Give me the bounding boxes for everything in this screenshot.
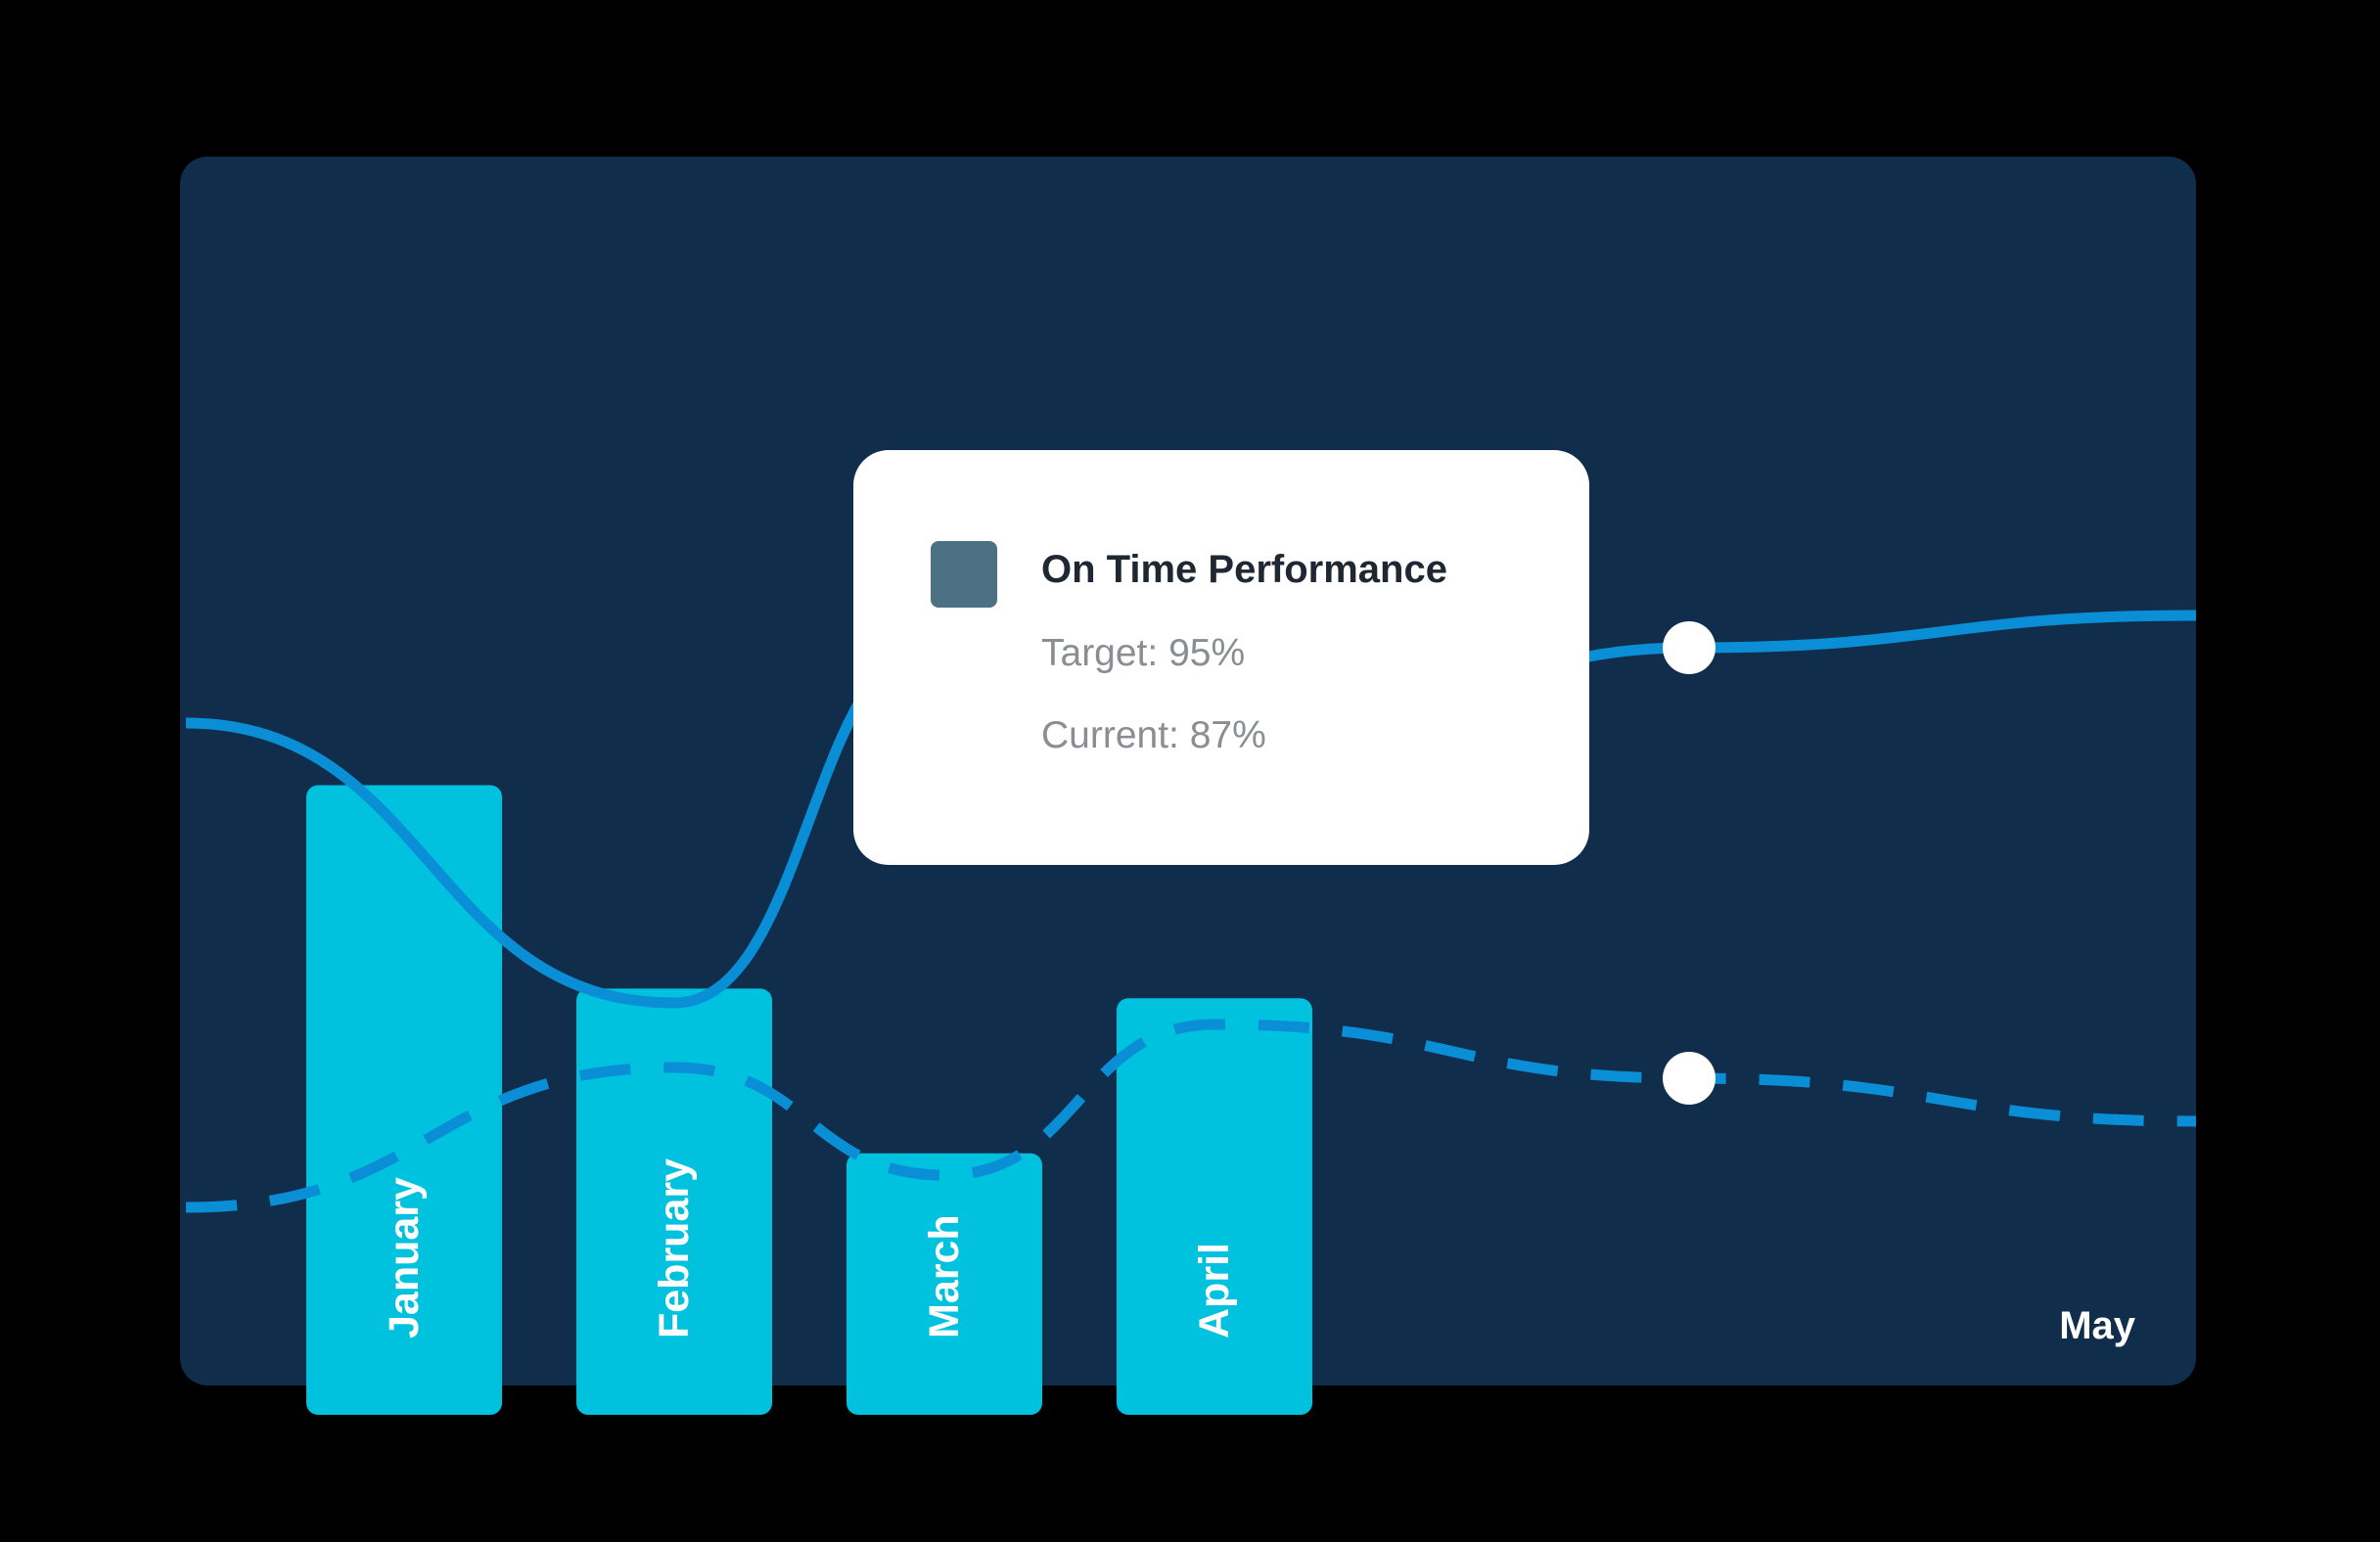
bar-march (847, 1153, 1042, 1415)
series-line-dashed (185, 1019, 2196, 1213)
bar-label-january: January (381, 1177, 428, 1338)
legend-swatch (931, 541, 997, 608)
bar-february (576, 988, 772, 1415)
bar-label-april: April (1191, 1243, 1238, 1338)
bar-label-march: March (921, 1214, 968, 1338)
tooltip-target: Target: 95% (1041, 632, 1246, 674)
tooltip: On Time Performance Target: 95% Current:… (853, 450, 1589, 865)
tooltip-current: Current: 87% (1041, 714, 1266, 756)
category-label-may: May (2059, 1304, 2136, 1347)
tooltip-title: On Time Performance (1041, 548, 1447, 591)
bar-label-february: February (651, 1158, 698, 1338)
bar-april (1117, 998, 1312, 1415)
bar-january (306, 785, 502, 1415)
point-marker-solid (1663, 621, 1716, 674)
point-marker-dashed (1663, 1052, 1716, 1105)
